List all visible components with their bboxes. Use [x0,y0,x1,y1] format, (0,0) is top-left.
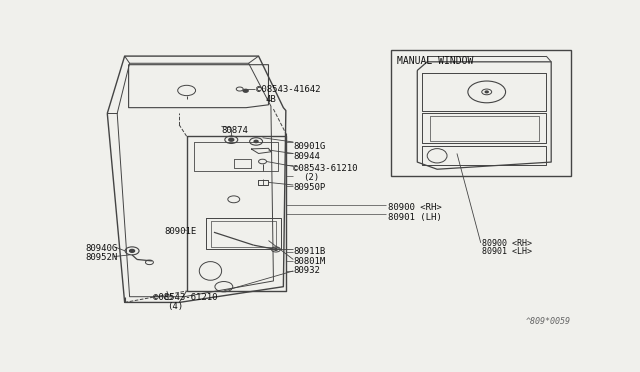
Text: ©08543-61210: ©08543-61210 [293,164,358,173]
Text: 80901 <LH>: 80901 <LH> [482,247,532,256]
Text: 80944: 80944 [293,152,320,161]
Text: 80801M: 80801M [293,257,326,266]
Text: 4B: 4B [266,94,276,103]
Text: 80900 <RH>: 80900 <RH> [388,203,441,212]
Text: 80901G: 80901G [293,142,326,151]
Circle shape [129,250,134,252]
Text: ©08543-41642: ©08543-41642 [256,84,321,93]
Text: 80911B: 80911B [293,247,326,256]
Text: (4): (4) [167,302,183,311]
Text: 80940G: 80940G [85,244,117,253]
Circle shape [275,248,277,250]
Text: 80950P: 80950P [293,183,326,192]
Circle shape [254,140,258,142]
Text: MANUAL WINDOW: MANUAL WINDOW [397,56,474,66]
Text: 80952N: 80952N [85,253,117,262]
Circle shape [229,138,234,141]
Text: 80901 (LH): 80901 (LH) [388,212,441,222]
Text: 80901E: 80901E [164,227,196,236]
Text: 80874: 80874 [221,126,248,135]
Text: (2): (2) [303,173,319,182]
Text: 80900 <RH>: 80900 <RH> [482,239,532,248]
Text: ^809*0059: ^809*0059 [526,317,571,326]
Circle shape [243,89,248,92]
Text: ©08543-61210: ©08543-61210 [154,293,218,302]
Text: 80932: 80932 [293,266,320,275]
FancyBboxPatch shape [392,50,571,176]
Circle shape [485,91,488,93]
